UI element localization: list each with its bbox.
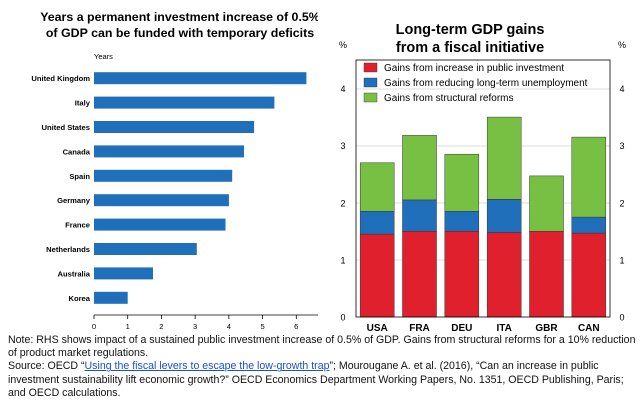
chart-source: Source: OECD “Using the fiscal levers to… xyxy=(8,360,636,400)
bar-can-series-2 xyxy=(571,136,607,218)
legend-label-structural-reforms: Gains from structural reforms xyxy=(384,93,513,104)
left-category-labels: United Kingdom Italy United States Canada Sp… xyxy=(31,74,90,303)
legend: Gains from increase in public investment… xyxy=(363,62,588,104)
category-label: Korea xyxy=(68,294,90,303)
x-tick-label: 5 xyxy=(260,322,264,331)
category-label: Spain xyxy=(69,172,90,181)
x-tick-label: 3 xyxy=(193,322,197,331)
right-chart-title-line-2: from a fiscal initiative xyxy=(396,40,544,56)
legend-swatch-long-term-unemployment xyxy=(363,77,378,88)
bar-deu-series-2 xyxy=(444,153,480,212)
source-prefix: Source: OECD “ xyxy=(8,360,85,373)
x-tick-label: 6 xyxy=(294,322,298,331)
bar-germany xyxy=(94,194,229,207)
bar-canada xyxy=(94,145,244,158)
y-tick-label-right: 2 xyxy=(619,198,624,208)
bar-united-states xyxy=(94,121,255,133)
category-label: France xyxy=(65,221,90,230)
category-label: ITA xyxy=(497,323,512,334)
bar-can-series-0 xyxy=(571,232,607,318)
bar-fra-series-2 xyxy=(402,135,437,201)
y-tick-label-right: 0 xyxy=(619,313,624,323)
bar-netherlands xyxy=(94,243,197,255)
x-tick-label: 4 xyxy=(227,322,231,331)
left-chart-title-line-2: of GDP can be funded with temporary defi… xyxy=(46,26,314,40)
bar-spain xyxy=(94,169,233,182)
category-label: Canada xyxy=(63,147,91,156)
bar-ita-series-2 xyxy=(486,116,522,200)
bar-france xyxy=(94,218,226,231)
right-category-labels: USA FRA DEU ITA GBR CAN xyxy=(367,323,600,334)
bar-fra-series-1 xyxy=(402,199,437,232)
right-y-unit-left: % xyxy=(339,40,347,50)
right-stacked-bar-chart: Long-term GDP gains from a fiscal initia… xyxy=(339,22,626,334)
right-bars xyxy=(359,116,607,318)
legend-label-public-investment: Gains from increase in public investment xyxy=(384,63,564,74)
category-label: Italy xyxy=(75,99,91,108)
category-label: Netherlands xyxy=(46,245,90,254)
left-chart-title-line-1: Years a permanent investment increase of… xyxy=(40,10,318,24)
y-tick-label-left: 4 xyxy=(340,84,345,94)
y-tick-label-left: 1 xyxy=(340,255,345,265)
bar-united-kingdom xyxy=(94,72,307,85)
plot-area-frame xyxy=(355,59,611,318)
right-y-ticks: 0 0 1 1 2 2 3 3 4 4 xyxy=(340,84,624,322)
bar-fra-series-0 xyxy=(402,231,437,318)
y-tick-label-left: 0 xyxy=(340,313,345,323)
bar-korea xyxy=(94,291,128,304)
chart-note: Note: RHS shows impact of a sustained pu… xyxy=(8,334,636,360)
source-suffix: ”; Mourougane A. et al. (2016), “Can an … xyxy=(8,360,624,399)
bar-deu-series-1 xyxy=(444,211,480,232)
bar-deu-series-0 xyxy=(444,231,480,318)
legend-swatch-structural-reforms xyxy=(363,92,378,103)
bar-gbr-series-2 xyxy=(529,175,564,232)
category-label: CAN xyxy=(578,323,600,334)
category-label: United Kingdom xyxy=(31,74,90,83)
bar-ita-series-1 xyxy=(486,199,522,233)
category-label: USA xyxy=(367,323,388,334)
y-tick-label-right: 3 xyxy=(619,141,624,151)
bar-gbr-series-0 xyxy=(529,231,564,318)
source-link[interactable]: Using the fiscal levers to escape the lo… xyxy=(84,360,330,373)
y-tick-label-right: 4 xyxy=(619,84,624,94)
right-chart-title-line-1: Long-term GDP gains xyxy=(396,22,545,38)
category-label: DEU xyxy=(451,323,472,334)
x-tick-label: 0 xyxy=(92,322,96,331)
legend-swatch-public-investment xyxy=(363,62,378,73)
y-tick-label-left: 2 xyxy=(340,198,345,208)
left-x-ticks: 01234567 xyxy=(92,315,298,331)
bar-australia xyxy=(94,267,153,280)
right-y-unit-right: % xyxy=(618,40,626,50)
y-tick-label-left: 3 xyxy=(340,141,345,151)
x-tick-label: 1 xyxy=(126,322,130,331)
bar-usa-series-2 xyxy=(359,162,395,212)
notes-section: Note: RHS shows impact of a sustained pu… xyxy=(8,334,636,400)
left-bar-chart: Years a permanent investment increase of… xyxy=(31,10,318,331)
bar-ita-series-0 xyxy=(486,232,522,318)
y-tick-label-right: 1 xyxy=(619,255,624,265)
category-label: Germany xyxy=(57,196,91,205)
category-label: United States xyxy=(41,123,90,132)
bar-usa-series-1 xyxy=(359,211,395,235)
category-label: GBR xyxy=(535,323,558,334)
bar-usa-series-0 xyxy=(359,233,395,318)
category-label: Australia xyxy=(58,269,91,278)
bar-can-series-1 xyxy=(571,216,607,234)
bar-italy xyxy=(94,96,275,109)
left-bars xyxy=(94,72,307,304)
left-chart-unit-label: Years xyxy=(94,52,113,61)
category-label: FRA xyxy=(409,323,430,334)
x-tick-label: 2 xyxy=(159,322,163,331)
legend-label-long-term-unemployment: Gains from reducing long-term unemployme… xyxy=(384,78,588,89)
